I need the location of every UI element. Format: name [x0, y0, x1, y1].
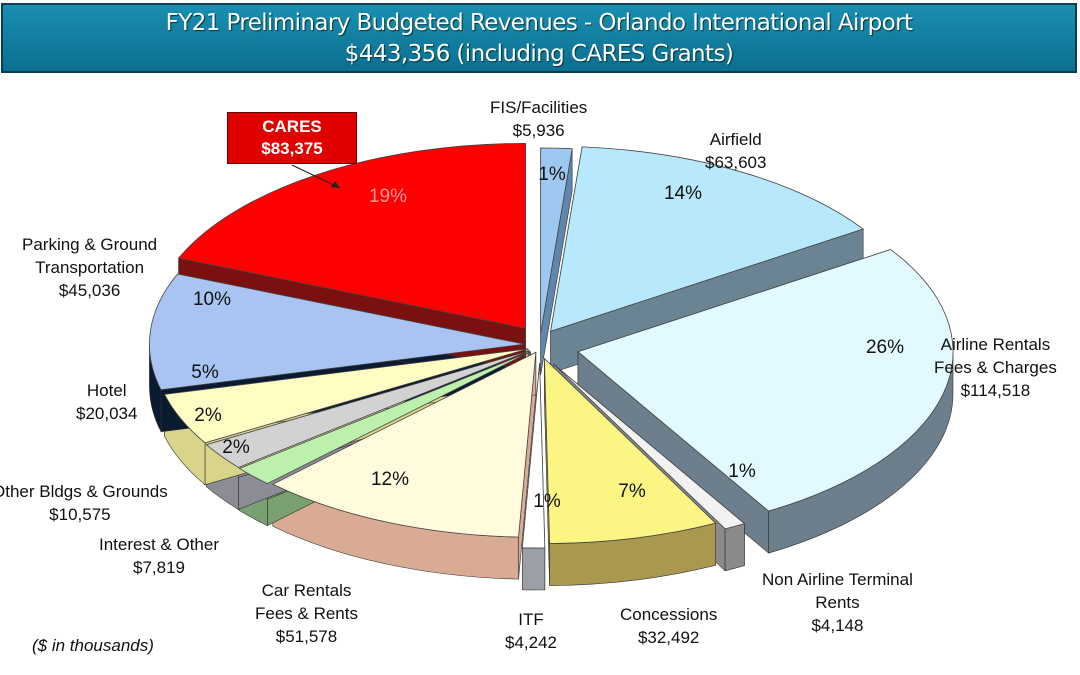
pie-slice-airfield — [550, 146, 865, 332]
percent-label: 12% — [371, 469, 409, 490]
label-fis: FIS/Facilities $5,936 — [490, 98, 588, 140]
slice-outer-wall — [521, 547, 546, 591]
pie-slice-interest-other — [238, 351, 531, 485]
label-interest: Interest & Other $7,819 — [99, 535, 219, 577]
percent-label: 5% — [191, 362, 219, 383]
pie-slice-other-bldgs-grounds — [205, 350, 530, 468]
pie-slice-parking-ground-transportation — [149, 273, 525, 391]
percent-label: 14% — [664, 183, 702, 204]
label-parking: Parking & Ground Transportation $45,036 — [22, 235, 158, 300]
label-airline: Airline Rentals Fees & Charges $114,518 — [934, 335, 1057, 400]
pie-slice-fis-facilities — [540, 147, 573, 334]
label-nonairline: Non Airline Terminal Rents $4,148 — [762, 570, 913, 635]
label-car-rentals: Car Rentals Fees & Rents $51,578 — [255, 581, 358, 646]
cares-callout-line — [291, 164, 341, 189]
percent-label: 2% — [194, 405, 222, 426]
pie-slice-concessions — [543, 357, 717, 544]
pie-slice-car-rentals-fees-rents — [271, 351, 537, 538]
chart-title-banner: FY21 Preliminary Budgeted Revenues - Orl… — [1, 3, 1077, 73]
label-hotel: Hotel $20,034 — [76, 381, 138, 423]
percent-label: 1% — [538, 164, 566, 185]
pie-slice-airline-rentals-fees-charges — [577, 249, 954, 512]
pie-slice-itf — [521, 362, 546, 549]
slice-outer-wall — [724, 523, 745, 572]
pie-slice-hotel — [163, 348, 529, 444]
percent-label: 26% — [866, 337, 904, 358]
pie-slice-non-airline-terminal-rents — [553, 363, 746, 530]
label-cares: CARES $83,375 — [227, 112, 357, 164]
percent-label: 19% — [369, 186, 407, 207]
percent-label: 2% — [222, 437, 250, 458]
chart-subtitle: $443,356 (including CARES Grants) — [344, 41, 734, 67]
chart-title: FY21 Preliminary Budgeted Revenues - Orl… — [165, 10, 913, 36]
percent-label: 1% — [533, 491, 561, 512]
units-note: ($ in thousands) — [32, 636, 154, 655]
label-concessions: Concessions $32,492 — [620, 605, 718, 647]
percent-label: 10% — [193, 289, 231, 310]
label-airfield: Airfield $63,603 — [705, 130, 767, 172]
label-other-bldgs: Other Bldgs & Grounds $10,575 — [0, 482, 168, 524]
percent-label: 1% — [728, 461, 756, 482]
percent-label: 7% — [618, 481, 646, 502]
cares-callout-arrowhead — [331, 181, 340, 188]
pie-slice-cares — [177, 142, 526, 329]
label-itf: ITF $4,242 — [505, 610, 557, 652]
